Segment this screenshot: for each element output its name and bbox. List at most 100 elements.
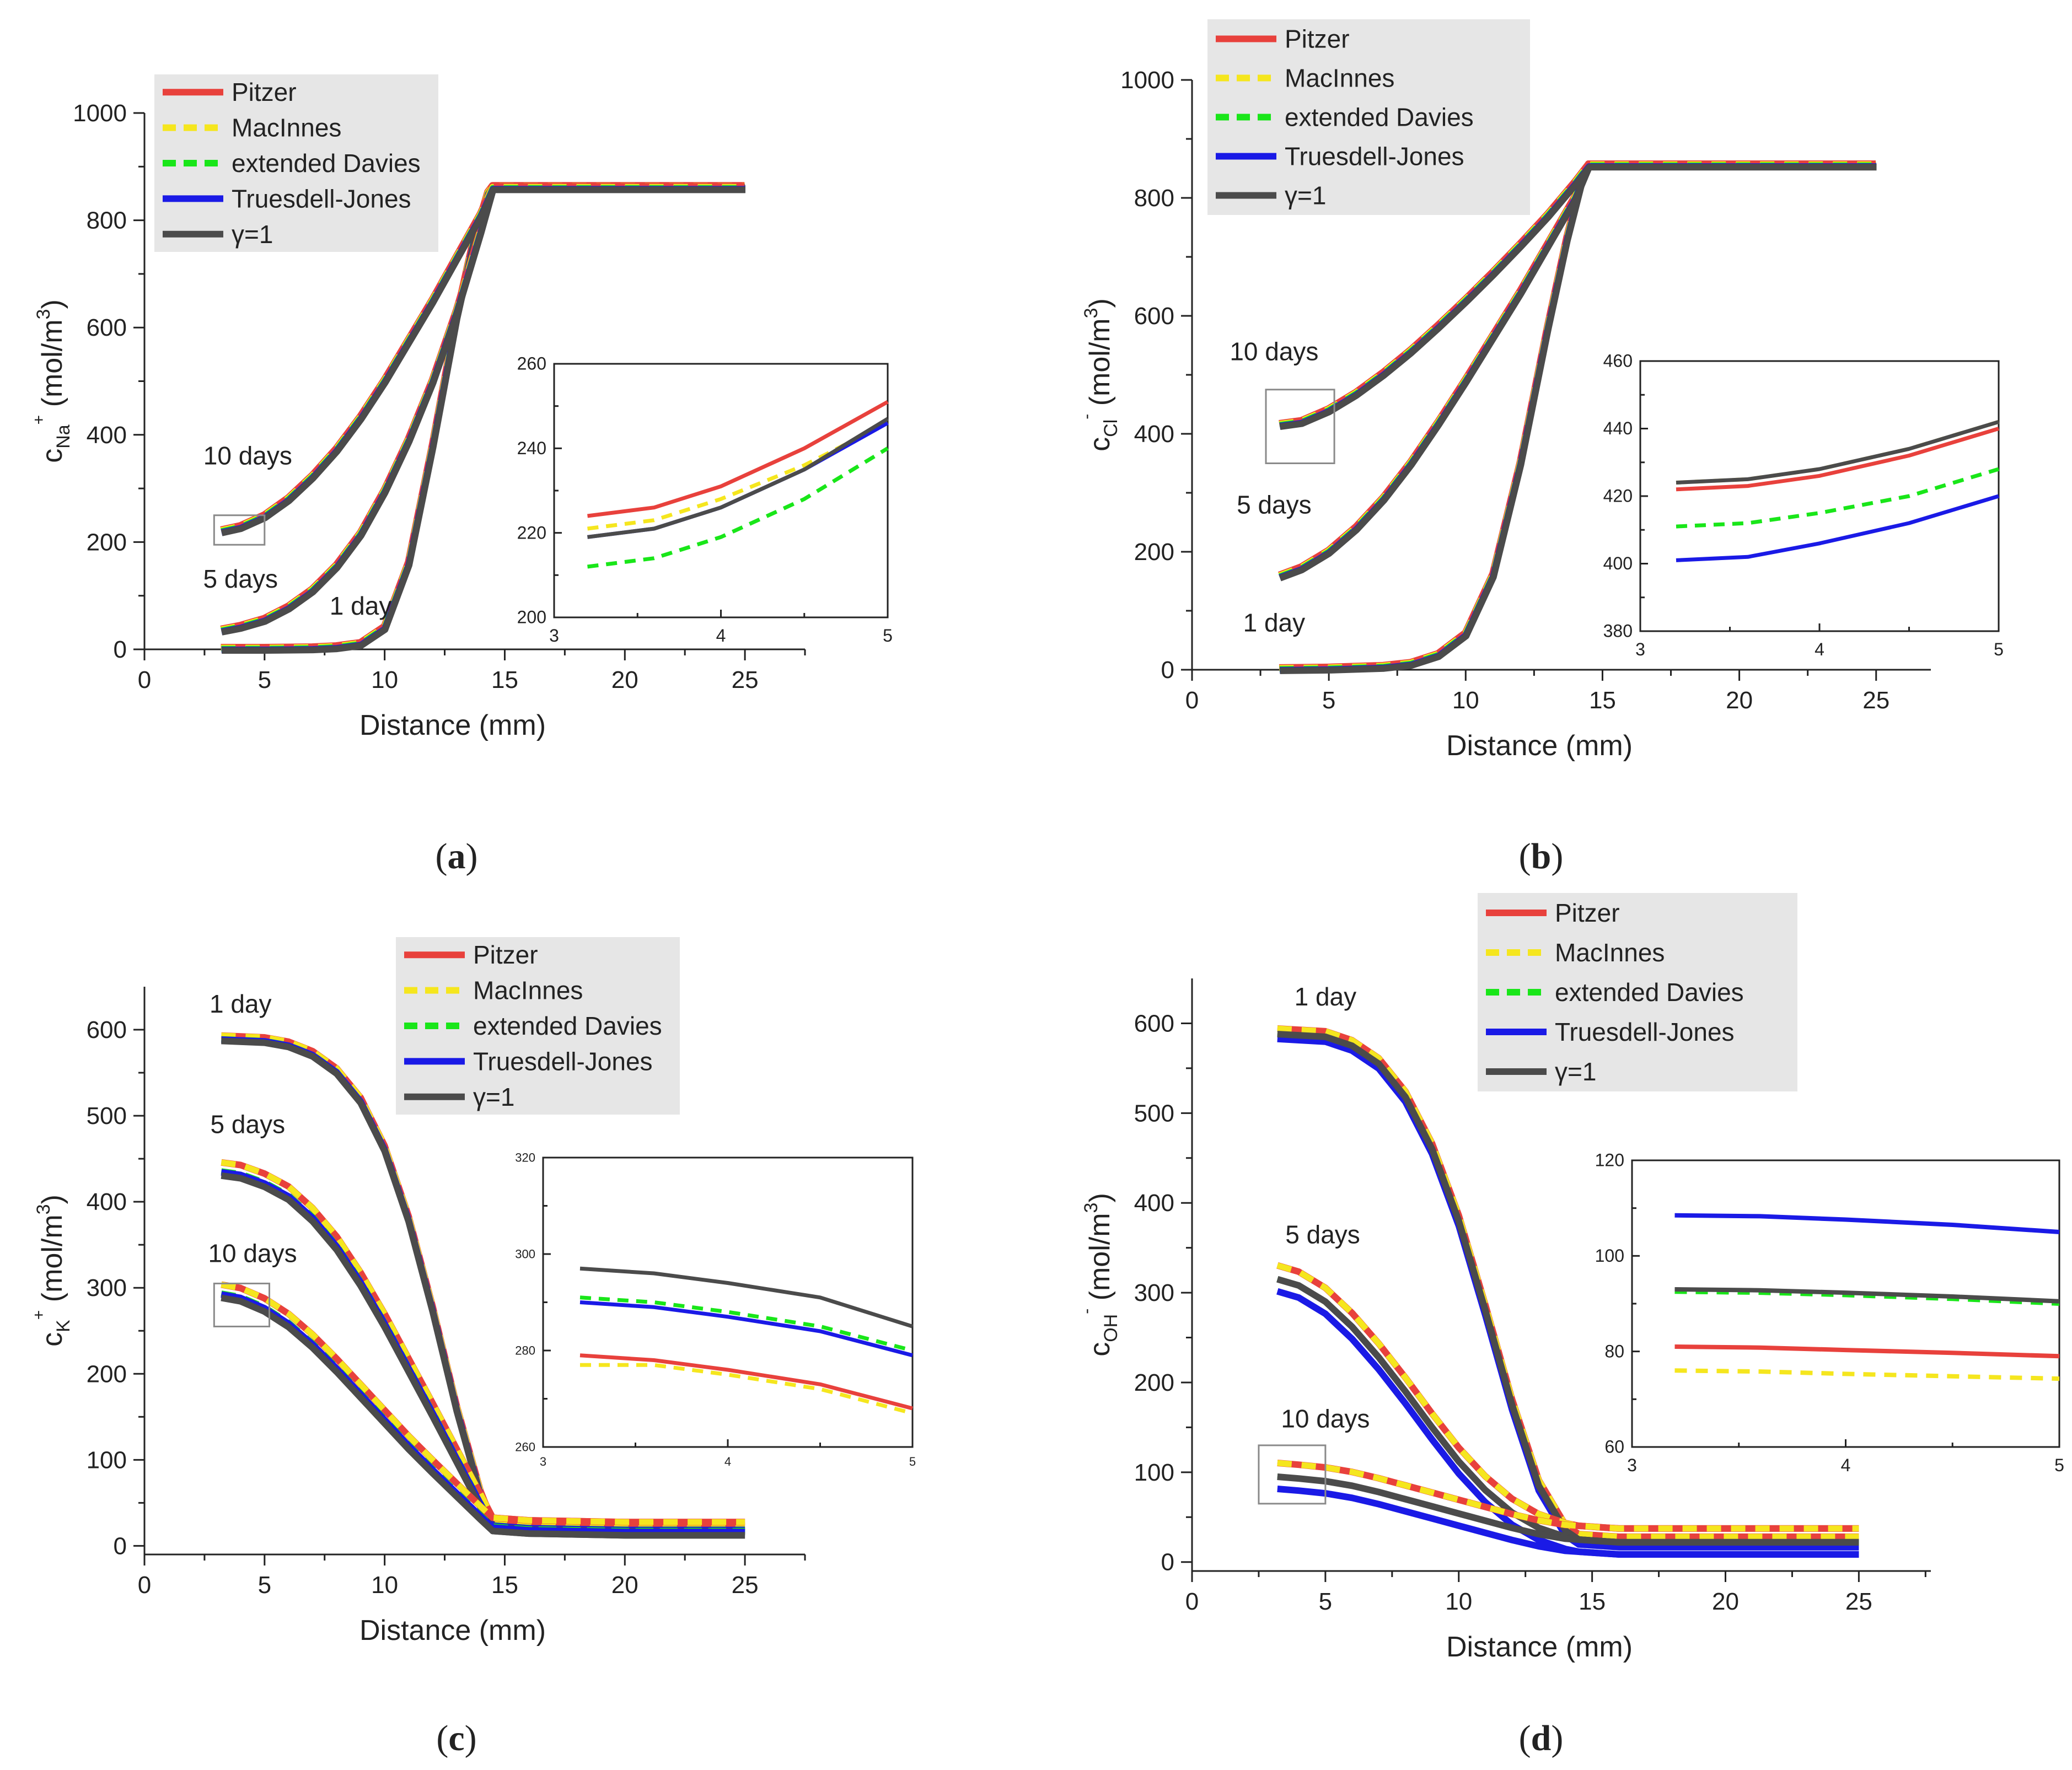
- inset-x-tick-label: 3: [1627, 1455, 1637, 1475]
- inset-x-tick-label: 4: [724, 1455, 731, 1468]
- panel-a: 0 5 10 15 20 25 0 200 400 600 800 1000 Distance (mm)…: [30, 74, 893, 876]
- curve-10-days-macinnes: [1277, 1460, 1859, 1532]
- zoom-box: [213, 514, 266, 546]
- y-tick-label: 400: [1134, 421, 1174, 448]
- inset-x-tick-label: 5: [2054, 1455, 2064, 1475]
- legend-label: extended Davies: [1555, 978, 1744, 1007]
- caption-letter: c: [448, 1718, 464, 1758]
- time-annotation: 5 days: [1237, 490, 1312, 519]
- legend-label: Truesdell-Jones: [1555, 1018, 1735, 1046]
- inset-y-tick-label: 60: [1604, 1437, 1624, 1457]
- y-tick-label: 400: [1134, 1190, 1174, 1217]
- inset-x-tick-label: 3: [540, 1455, 546, 1468]
- caption-paren-open: (: [436, 1718, 448, 1758]
- legend: Pitzer MacInnes extended Davies Truesdell-J…: [1478, 893, 1797, 1091]
- y-axis-label-part: K: [53, 1320, 74, 1332]
- curve-1-day-macinnes: [1277, 1025, 1859, 1540]
- inset-y-tick-label: 280: [515, 1343, 535, 1357]
- inset-curve-truesdell: [1676, 494, 2000, 562]
- x-tick-label: 25: [1862, 687, 1890, 714]
- inset: 3 4 5 60 80 100 120: [1595, 1150, 2064, 1475]
- inset: 3 4 5 380 400 420 440 460: [1603, 351, 2004, 659]
- x-tick-label: 20: [1712, 1588, 1739, 1615]
- y-axis-label-part: (mol/m: [36, 319, 68, 415]
- x-tick-label: 25: [732, 666, 759, 693]
- inset-y-tick-label: 300: [515, 1247, 535, 1261]
- legend-label: γ=1: [232, 220, 273, 249]
- y-axis-label-part: +: [30, 415, 48, 425]
- y-axis-label-part: ): [1084, 1193, 1116, 1202]
- x-tick-label: 25: [1845, 1588, 1872, 1615]
- legend-label: MacInnes: [473, 976, 583, 1005]
- y-axis-label-part: c: [1084, 1342, 1116, 1357]
- inset-y-tick-label: 100: [1595, 1246, 1624, 1266]
- inset-y-tick-label: 220: [517, 523, 546, 542]
- time-annotation: 1 day: [1295, 982, 1357, 1011]
- legend-label: extended Davies: [1285, 103, 1474, 132]
- caption-paren-close: ): [466, 836, 478, 876]
- legend-label: extended Davies: [232, 149, 421, 177]
- y-tick-label: 800: [1134, 185, 1174, 212]
- legend-label: Truesdell-Jones: [473, 1047, 653, 1075]
- y-tick-label: 200: [1134, 1369, 1174, 1396]
- inset-curve-pitzer: [587, 400, 889, 518]
- x-tick-label: 5: [1322, 687, 1335, 714]
- legend-background: [396, 937, 680, 1115]
- time-annotation: 1 day: [330, 591, 392, 620]
- legend-label: Pitzer: [473, 940, 538, 969]
- caption-letter: d: [1531, 1718, 1552, 1758]
- x-axis-label: Distance (mm): [359, 1615, 546, 1647]
- legend-label: Pitzer: [1555, 899, 1620, 927]
- time-annotation: 10 days: [203, 441, 292, 470]
- y-axis-label-part: (mol/m: [1084, 318, 1116, 413]
- inset-curve-truesdell: [1674, 1213, 2060, 1234]
- caption-paren-close: ): [1551, 1718, 1563, 1758]
- legend-label: MacInnes: [232, 114, 341, 142]
- y-axis-label-part: c: [36, 449, 68, 463]
- y-axis-label-part: 3: [1081, 1203, 1102, 1213]
- inset-frame: [1639, 360, 2000, 632]
- inset-curve-pitzer: [579, 1353, 913, 1411]
- curve-5-days-macinnes: [221, 1159, 745, 1525]
- caption-paren-close: ): [1551, 836, 1563, 876]
- time-annotation: 10 days: [1230, 337, 1318, 365]
- inset-curve-truesdell: [579, 1300, 913, 1358]
- inset-curve-davies: [587, 446, 889, 569]
- y-tick-label: 300: [87, 1274, 127, 1301]
- curve-10-days-ideal: [221, 1294, 745, 1539]
- caption-paren-close: ): [465, 1718, 477, 1758]
- y-axis-label: cK + (mol/m3): [30, 1195, 74, 1347]
- caption-letter: b: [1531, 836, 1552, 876]
- y-tick-label: 600: [87, 314, 127, 341]
- inset-curve-ideal: [1674, 1287, 2060, 1304]
- y-tick-label: 600: [87, 1016, 127, 1043]
- x-axis-label: Distance (mm): [359, 709, 546, 741]
- x-tick-label: 25: [732, 1572, 759, 1599]
- inset-curve-ideal: [579, 1266, 914, 1328]
- zoom-box: [213, 1282, 271, 1327]
- panel-b: 0 5 10 15 20 25 0 200 400 600 800 1000 Distance (mm)…: [1077, 19, 2004, 876]
- y-axis-label-part: 3: [33, 1204, 54, 1214]
- y-axis-label-part: ): [1084, 298, 1116, 308]
- inset-y-tick-label: 80: [1604, 1341, 1624, 1361]
- x-tick-label: 0: [138, 666, 151, 693]
- inset-y-tick-label: 260: [517, 354, 546, 374]
- panel-c: 0 5 10 15 20 25 0 100 200 300 400 500 600 Distance (m…: [30, 937, 916, 1758]
- y-tick-label: 400: [87, 1188, 127, 1215]
- inset-curve-ideal: [587, 417, 889, 539]
- legend-label: MacInnes: [1555, 938, 1665, 967]
- inset-x-tick-label: 5: [1994, 639, 2004, 659]
- inset-y-tick-label: 320: [515, 1150, 535, 1164]
- y-tick-label: 200: [1134, 539, 1174, 566]
- inset-x-tick-label: 3: [549, 626, 559, 645]
- y-tick-label: 600: [1134, 1010, 1174, 1037]
- legend-label: Pitzer: [232, 78, 297, 106]
- panel-caption: (d): [1519, 1718, 1564, 1758]
- legend-label: Truesdell-Jones: [232, 184, 411, 213]
- x-axis-label: Distance (mm): [1446, 1631, 1633, 1663]
- inset-curve-pitzer: [1674, 1344, 2060, 1359]
- y-axis-label-part: 3: [1081, 308, 1102, 318]
- y-axis-label-part: +: [30, 1310, 48, 1320]
- y-axis-label: cCl- (mol/m3): [1077, 298, 1121, 451]
- y-axis-label-part: OH: [1101, 1314, 1121, 1342]
